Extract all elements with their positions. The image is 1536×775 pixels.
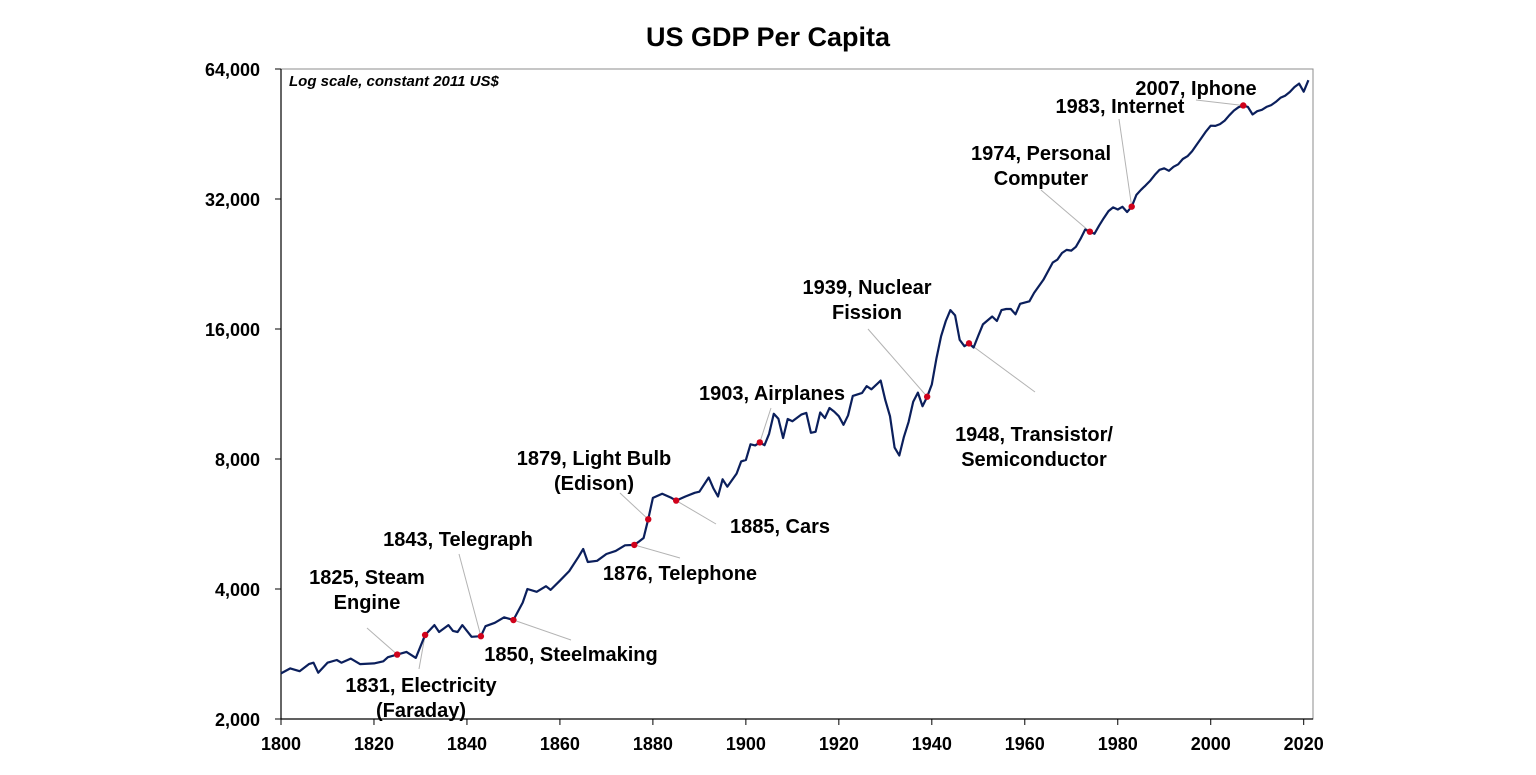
steam-engine-leader-line <box>366 627 398 655</box>
steelmaking-leader-line <box>513 619 572 641</box>
iphone-leader-line <box>1195 99 1244 106</box>
y-tick-label: 4,000 <box>215 580 260 600</box>
cars-leader-line <box>675 500 717 525</box>
annotation-markers <box>394 102 1247 658</box>
iphone-marker <box>1240 102 1247 109</box>
telephone-label: 1876, Telephone <box>603 563 757 585</box>
x-tick-label: 1840 <box>447 734 487 754</box>
telephone-leader-line <box>634 544 681 559</box>
telephone-marker <box>631 541 638 549</box>
internet-leader-line <box>1118 118 1133 207</box>
telegraph-marker <box>477 633 485 640</box>
x-tick-label: 1880 <box>633 734 673 754</box>
light-bulb-leader-line <box>619 492 649 520</box>
internet-label: 1983, Internet <box>1056 96 1185 118</box>
y-tick-label: 32,000 <box>205 190 260 210</box>
annotation-leaders <box>366 99 1244 670</box>
telegraph-leader-line <box>458 553 482 637</box>
light-bulb-marker <box>645 516 652 523</box>
gdp-series-line <box>280 79 1310 675</box>
x-tick-label: 2000 <box>1191 734 1231 754</box>
steam-engine-label: Engine <box>334 592 401 614</box>
cars-label: 1885, Cars <box>730 516 830 538</box>
nuclear-fission-label: Fission <box>832 302 902 324</box>
transistor-marker <box>965 340 973 347</box>
nuclear-fission-label: 1939, Nuclear <box>803 277 932 299</box>
airplanes-leader-line <box>759 407 772 443</box>
transistor-leader-line <box>968 342 1036 393</box>
iphone-label: 2007, Iphone <box>1135 78 1256 100</box>
transistor-label: 1948, Transistor/ <box>955 424 1113 446</box>
electricity-label: (Faraday) <box>376 700 466 722</box>
x-tick-label: 2020 <box>1284 734 1324 754</box>
personal-computer-label: 1974, Personal <box>971 143 1111 165</box>
nuclear-fission-leader-line <box>867 328 928 398</box>
telegraph-label: 1843, Telegraph <box>383 529 533 551</box>
cars-marker <box>672 497 680 504</box>
x-tick-label: 1820 <box>354 734 394 754</box>
personal-computer-marker <box>1086 228 1094 235</box>
x-tick-label: 1800 <box>261 734 301 754</box>
transistor-label: Semiconductor <box>961 449 1107 471</box>
x-tick-label: 1980 <box>1098 734 1138 754</box>
airplanes-label: 1903, Airplanes <box>699 383 845 405</box>
personal-computer-leader-line <box>1040 189 1091 233</box>
steam-engine-marker <box>394 651 401 658</box>
steelmaking-marker <box>510 616 517 624</box>
internet-marker <box>1128 203 1135 210</box>
y-tick-label: 64,000 <box>205 60 260 80</box>
light-bulb-label: 1879, Light Bulb <box>517 448 671 470</box>
steelmaking-label: 1850, Steelmaking <box>484 644 657 666</box>
y-tick-label: 8,000 <box>215 450 260 470</box>
chart-title: US GDP Per Capita <box>646 22 891 52</box>
electricity-leader-line <box>418 634 426 670</box>
steam-engine-label: 1825, Steam <box>309 567 425 589</box>
y-axis-ticks: 2,000 4,000 8,000 16,000 32,000 64,000 <box>205 60 281 730</box>
x-tick-label: 1860 <box>540 734 580 754</box>
annotation-labels: 1825, Steam Engine 1831, Electricity (Farad… <box>309 78 1256 722</box>
electricity-marker <box>421 631 429 639</box>
y-tick-label: 16,000 <box>205 320 260 340</box>
x-tick-label: 1960 <box>1005 734 1045 754</box>
nuclear-fission-marker <box>923 393 931 400</box>
scale-note: Log scale, constant 2011 US$ <box>289 73 499 90</box>
light-bulb-label: (Edison) <box>554 473 634 495</box>
x-axis-ticks: 1800 1820 1840 1860 1880 1900 1920 1940 1960 1980… <box>261 719 1324 754</box>
personal-computer-label: Computer <box>994 168 1089 190</box>
y-tick-label: 2,000 <box>215 710 260 730</box>
x-tick-label: 1920 <box>819 734 859 754</box>
electricity-label: 1831, Electricity <box>345 675 497 697</box>
x-tick-label: 1940 <box>912 734 952 754</box>
airplanes-marker <box>756 439 764 446</box>
x-tick-label: 1900 <box>726 734 766 754</box>
